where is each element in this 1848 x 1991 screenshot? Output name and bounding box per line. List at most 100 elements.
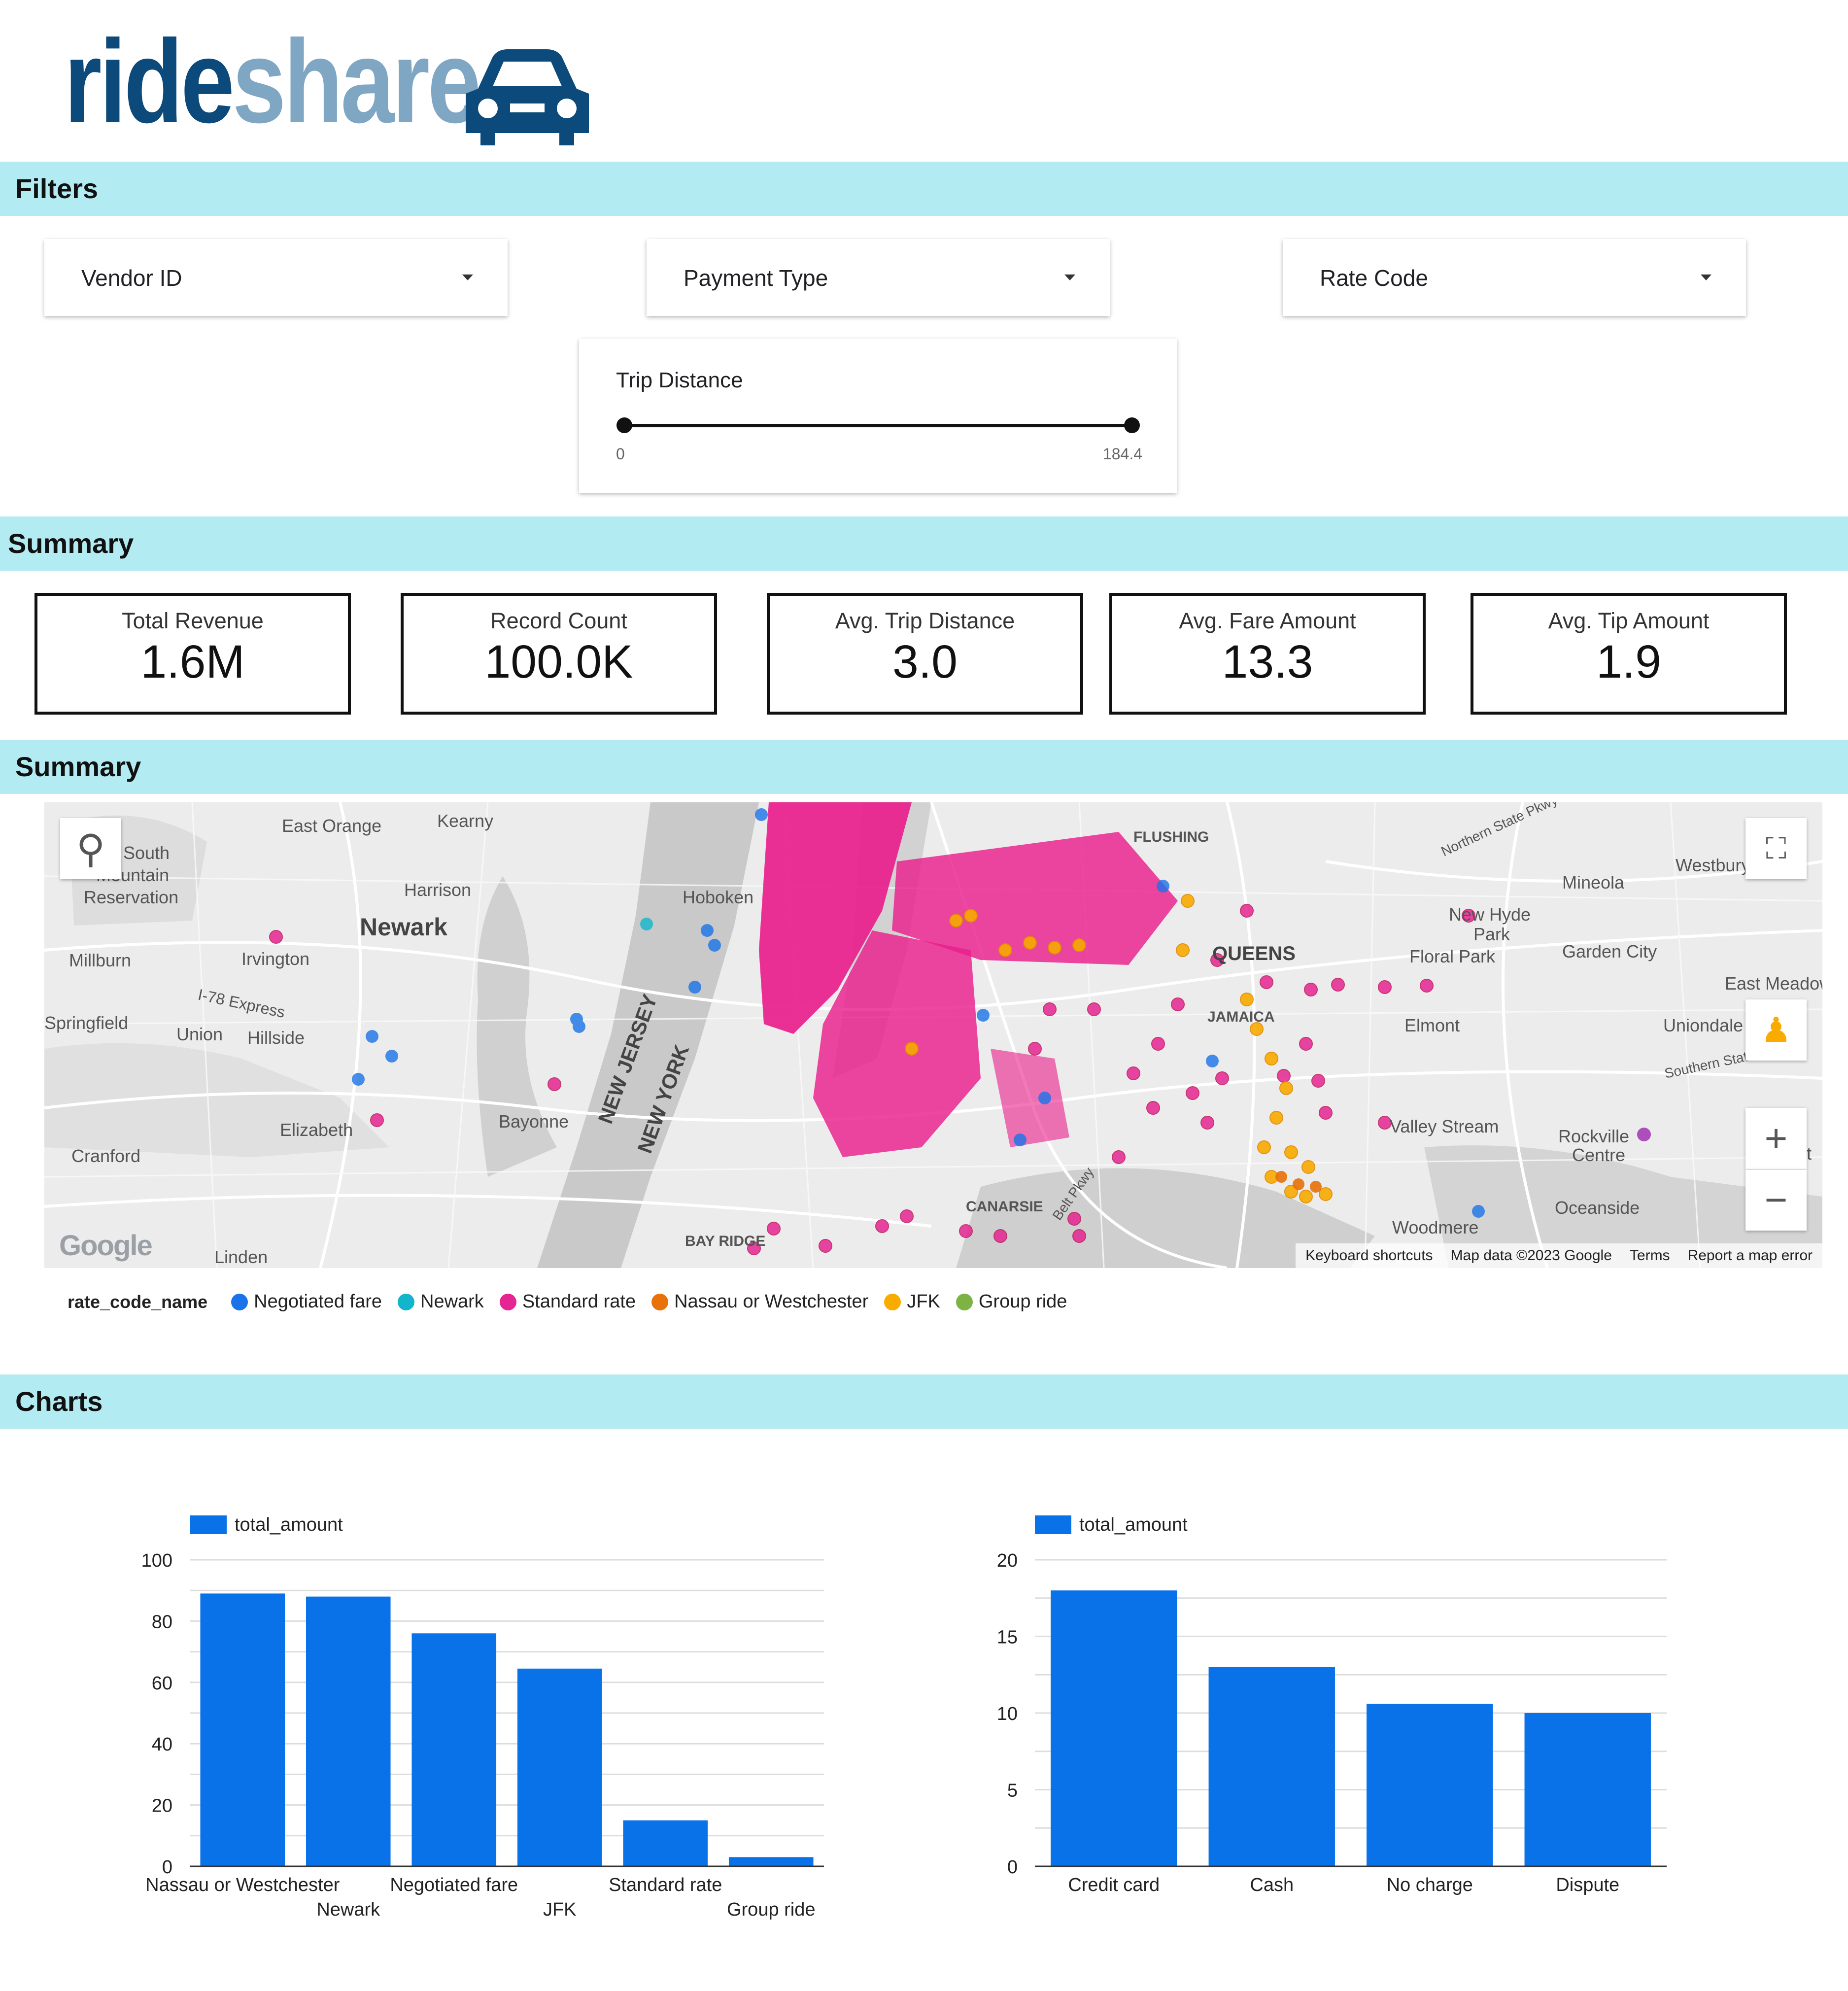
svg-text:East Meadow: East Meadow (1725, 973, 1822, 994)
y-tick-label: 5 (1007, 1781, 1018, 1801)
slider-min-value: 0 (616, 445, 625, 463)
svg-text:Elmont: Elmont (1404, 1015, 1460, 1035)
vendor-id-dropdown[interactable]: Vendor ID (44, 239, 508, 316)
x-tick-label: Dispute (1556, 1875, 1619, 1895)
y-tick-label: 100 (141, 1550, 172, 1571)
y-tick-label: 0 (1007, 1857, 1018, 1878)
bar (1367, 1704, 1493, 1866)
legend-label: total_amount (235, 1514, 343, 1535)
chevron-down-icon (1064, 275, 1075, 280)
scorecard-value: 3.0 (892, 636, 958, 688)
zoom-out-icon[interactable]: − (1745, 1169, 1807, 1231)
zoom-in-icon[interactable]: + (1745, 1108, 1807, 1169)
svg-text:Irvington: Irvington (241, 949, 309, 969)
bubble-map[interactable]: East Orange Kearny South Mountain Reservati… (44, 802, 1822, 1268)
scorecard-value: 1.9 (1596, 636, 1662, 688)
bar (411, 1633, 497, 1866)
map-canvas[interactable]: East Orange Kearny SouthMountainReservati… (44, 802, 1822, 1268)
svg-text:Hillside: Hillside (247, 1028, 305, 1048)
svg-text:Valley Stream: Valley Stream (1390, 1116, 1499, 1136)
charts-section-header: Charts (0, 1374, 1848, 1429)
svg-text:Millburn: Millburn (69, 950, 131, 970)
bar (728, 1857, 814, 1866)
svg-text:FLUSHING: FLUSHING (1133, 829, 1209, 845)
chevron-down-icon (462, 275, 473, 280)
terms-link[interactable]: Terms (1629, 1247, 1670, 1264)
chevron-down-icon (1701, 275, 1711, 280)
scorecard-avg-tip-amount: Avg. Tip Amount 1.9 (1471, 593, 1787, 715)
svg-text:New Hyde: New Hyde (1449, 904, 1531, 925)
x-tick-label: Group ride (727, 1899, 816, 1920)
locate-icon[interactable]: ⚲ (60, 818, 121, 879)
legend-dot (398, 1293, 414, 1310)
x-tick-label: Nassau or Westchester (145, 1875, 340, 1895)
svg-text:Park: Park (1473, 924, 1510, 944)
y-tick-label: 20 (152, 1796, 172, 1817)
legend-item[interactable]: Newark (398, 1291, 484, 1312)
svg-text:Garden City: Garden City (1562, 941, 1657, 961)
fullscreen-icon[interactable]: ⛶ (1745, 818, 1807, 879)
slider-min-handle[interactable] (616, 417, 632, 433)
vendor-id-label: Vendor ID (81, 265, 182, 291)
scorecard-label: Record Count (490, 608, 627, 633)
rate-code-dropdown[interactable]: Rate Code (1283, 239, 1746, 316)
svg-text:Linden: Linden (214, 1247, 268, 1267)
svg-text:Reservation: Reservation (84, 887, 178, 907)
pegman-icon[interactable]: ♟ (1745, 999, 1807, 1061)
y-tick-label: 10 (997, 1704, 1018, 1724)
x-tick-label: Newark (316, 1899, 380, 1920)
report-error-link[interactable]: Report a map error (1687, 1247, 1813, 1264)
rideshare-logo: rideshare (64, 22, 589, 145)
svg-text:Cranford: Cranford (71, 1146, 140, 1166)
legend-label: total_amount (1079, 1514, 1188, 1535)
trip-distance-label: Trip Distance (616, 368, 743, 392)
slider-track[interactable] (622, 424, 1132, 427)
keyboard-shortcuts-link[interactable]: Keyboard shortcuts (1305, 1247, 1433, 1264)
map-attribution: Keyboard shortcuts Map data ©2023 Google… (1296, 1243, 1822, 1268)
filters-section-header: Filters (0, 162, 1848, 216)
legend-item[interactable]: Group ride (956, 1291, 1067, 1312)
scorecard-label: Total Revenue (122, 608, 264, 633)
legend-dot (499, 1293, 516, 1310)
bar (200, 1593, 285, 1866)
scorecard-value: 13.3 (1222, 636, 1313, 688)
scorecard-label: Avg. Tip Amount (1548, 608, 1710, 633)
svg-text:Westbury: Westbury (1676, 855, 1750, 875)
x-tick-label: Negotiated fare (390, 1875, 518, 1895)
rate-code-bar-chart: total_amount 0 20 40 60 80 100 Nassau or Westch… (141, 1514, 824, 1920)
x-tick-label: Standard rate (609, 1875, 722, 1895)
scorecard-value: 100.0K (484, 636, 633, 688)
legend-item[interactable]: Nassau or Westchester (651, 1291, 868, 1312)
svg-text:JAMAICA: JAMAICA (1207, 1009, 1275, 1025)
payment-type-label: Payment Type (684, 265, 828, 291)
map-legend: rate_code_name Negotiated fare Newark St… (68, 1291, 1083, 1312)
svg-text:Harrison: Harrison (404, 880, 471, 900)
trip-distance-filter: Trip Distance 0 184.4 (579, 339, 1177, 493)
y-tick-label: 60 (152, 1673, 172, 1694)
scorecard-record-count: Record Count 100.0K (401, 593, 717, 715)
svg-text:South: South (123, 843, 170, 863)
legend-item[interactable]: JFK (884, 1291, 940, 1312)
slider-max-handle[interactable] (1124, 417, 1140, 433)
svg-text:QUEENS: QUEENS (1212, 943, 1296, 964)
scorecard-total-revenue: Total Revenue 1.6M (34, 593, 351, 715)
legend-dot (956, 1293, 973, 1310)
svg-text:Springfield: Springfield (44, 1013, 128, 1033)
svg-text:Centre: Centre (1572, 1145, 1625, 1165)
svg-text:BAY RIDGE: BAY RIDGE (685, 1233, 765, 1249)
payment-type-dropdown[interactable]: Payment Type (647, 239, 1110, 316)
legend-item[interactable]: Negotiated fare (231, 1291, 382, 1312)
bar (517, 1668, 602, 1866)
svg-text:Hoboken: Hoboken (683, 887, 753, 907)
y-tick-label: 15 (997, 1627, 1018, 1648)
car-icon (466, 49, 589, 145)
legend-dot (651, 1293, 669, 1310)
slider-max-value: 184.4 (1102, 445, 1142, 463)
google-logo: Google (59, 1230, 153, 1262)
y-tick-label: 40 (152, 1734, 172, 1755)
y-tick-label: 0 (162, 1857, 172, 1878)
x-tick-label: JFK (543, 1899, 577, 1920)
legend-item[interactable]: Standard rate (499, 1291, 636, 1312)
svg-text:East Orange: East Orange (282, 816, 381, 836)
svg-text:Bayonne: Bayonne (499, 1111, 569, 1132)
